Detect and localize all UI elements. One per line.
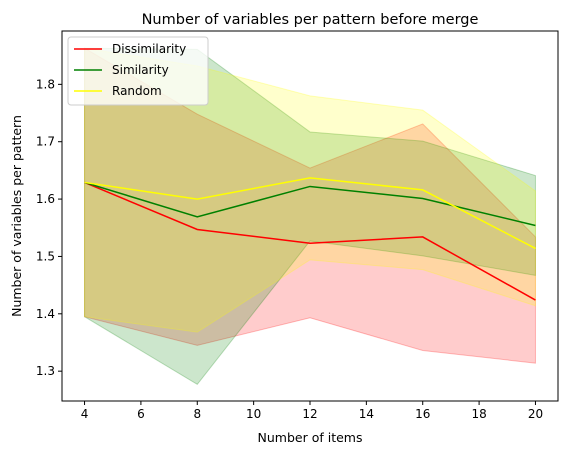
x-tick-label: 14 bbox=[359, 407, 374, 421]
confidence-bands bbox=[84, 47, 536, 386]
x-tick-label: 16 bbox=[415, 407, 430, 421]
band-series-1 bbox=[84, 47, 536, 386]
line-series-0 bbox=[84, 181, 536, 301]
band-series-2 bbox=[84, 47, 536, 333]
legend-label-1: Similarity bbox=[112, 63, 169, 77]
y-tick-label: 1.3 bbox=[36, 364, 55, 378]
chart-title: Number of variables per pattern before m… bbox=[142, 12, 479, 28]
x-tick-label: 4 bbox=[81, 407, 89, 421]
line-series-2 bbox=[84, 177, 536, 250]
x-tick-label: 20 bbox=[528, 407, 543, 421]
y-tick-label: 1.7 bbox=[36, 135, 55, 149]
band-series-0 bbox=[84, 47, 536, 364]
x-tick-label: 12 bbox=[302, 407, 317, 421]
legend-box bbox=[67, 36, 209, 106]
x-axis: 4 6 8 10 12 14 16 18 20 bbox=[81, 401, 543, 421]
x-tick-label: 10 bbox=[246, 407, 261, 421]
y-axis: 1.3 1.4 1.5 1.6 1.7 1.8 bbox=[36, 77, 62, 378]
x-tick-label: 8 bbox=[193, 407, 201, 421]
y-tick-label: 1.4 bbox=[36, 307, 55, 321]
y-tick-label: 1.8 bbox=[36, 77, 55, 91]
x-tick-label: 18 bbox=[471, 407, 486, 421]
y-tick-label: 1.6 bbox=[36, 192, 55, 206]
y-tick-label: 1.5 bbox=[36, 249, 55, 263]
legend-label-2: Random bbox=[112, 84, 162, 98]
legend-label-0: Dissimilarity bbox=[112, 42, 186, 56]
x-tick-label: 6 bbox=[137, 407, 145, 421]
y-axis-label: Number of variables per pattern bbox=[9, 115, 24, 317]
x-axis-label: Number of items bbox=[258, 430, 363, 445]
legend: Dissimilarity Similarity Random bbox=[67, 36, 209, 106]
line-series-1 bbox=[84, 181, 536, 227]
series-lines bbox=[84, 177, 536, 301]
